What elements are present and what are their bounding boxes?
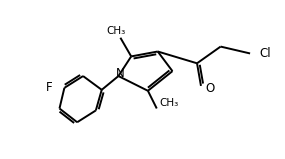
Text: F: F [46,81,53,94]
Text: CH₃: CH₃ [107,26,126,36]
Text: CH₃: CH₃ [160,98,179,108]
Text: N: N [116,67,125,80]
Text: Cl: Cl [259,47,270,60]
Text: O: O [206,82,215,95]
